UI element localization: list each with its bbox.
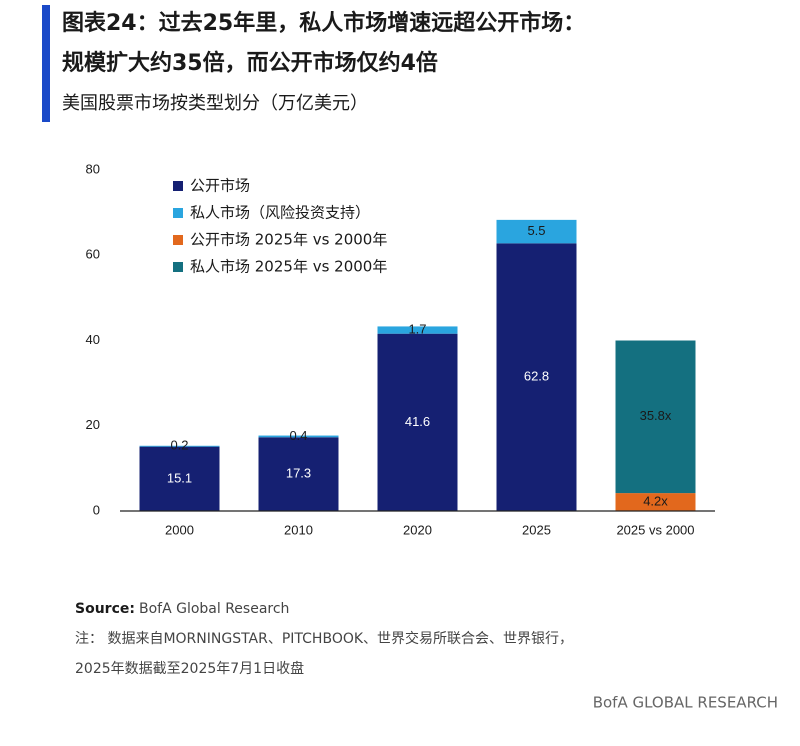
bar-segment bbox=[615, 493, 696, 511]
bar-segment bbox=[139, 445, 220, 447]
bar-segment bbox=[377, 333, 458, 511]
note: 2025年数据截至2025年7月1日收盘 bbox=[75, 660, 304, 677]
x-tick-label: 2020 bbox=[403, 522, 432, 537]
y-tick-label: 0 bbox=[93, 502, 100, 517]
bar-segment bbox=[377, 326, 458, 334]
bar-segment bbox=[258, 435, 339, 438]
source-text: BofA Global Research bbox=[139, 601, 289, 617]
x-tick-label: 2000 bbox=[165, 522, 194, 537]
bar-segment bbox=[139, 446, 220, 511]
source-label: Source: bbox=[75, 601, 135, 617]
data-label: 1.7 bbox=[408, 321, 426, 336]
y-tick-label: 60 bbox=[86, 247, 100, 262]
legend-swatch bbox=[173, 181, 183, 191]
note: 注： 数据来自MORNINGSTAR、PITCHBOOK、世界交易所联合会、世界… bbox=[75, 630, 573, 647]
legend-label: 私人市场（风险投资支持） bbox=[190, 204, 370, 222]
accent-bar bbox=[42, 5, 50, 122]
x-tick-label: 2010 bbox=[284, 522, 313, 537]
legend-label: 公开市场 2025年 vs 2000年 bbox=[190, 231, 387, 249]
data-label: 41.6 bbox=[405, 414, 430, 429]
legend-swatch bbox=[173, 235, 183, 245]
bar-segment bbox=[615, 340, 696, 494]
data-label: 4.2x bbox=[643, 493, 668, 508]
chart-title: 图表24：过去25年里，私人市场增速远超公开市场： bbox=[62, 10, 585, 36]
data-label: 35.8x bbox=[640, 408, 672, 423]
bar-segment bbox=[496, 219, 577, 244]
y-tick-label: 20 bbox=[86, 417, 100, 432]
legend-label: 公开市场 bbox=[190, 177, 250, 195]
data-label: 62.8 bbox=[524, 369, 549, 384]
data-label: 5.5 bbox=[527, 223, 545, 238]
chart-title: 规模扩大约35倍，而公开市场仅约4倍 bbox=[62, 50, 438, 76]
chart-subtitle: 美国股票市场按类型划分（万亿美元） bbox=[62, 93, 368, 114]
bar-segment bbox=[496, 243, 577, 511]
bar-segment bbox=[258, 437, 339, 511]
legend-label: 私人市场 2025年 vs 2000年 bbox=[190, 258, 387, 276]
legend-swatch bbox=[173, 262, 183, 272]
footer: BofA GLOBAL RESEARCH bbox=[593, 694, 778, 712]
x-tick-label: 2025 bbox=[522, 522, 551, 537]
data-label: 0.2 bbox=[170, 438, 188, 453]
data-label: 17.3 bbox=[286, 466, 311, 481]
legend-swatch bbox=[173, 208, 183, 218]
x-tick-label: 2025 vs 2000 bbox=[616, 522, 694, 537]
data-label: 0.4 bbox=[289, 428, 307, 443]
data-label: 15.1 bbox=[167, 470, 192, 485]
y-tick-label: 40 bbox=[86, 332, 100, 347]
y-tick-label: 80 bbox=[86, 161, 100, 176]
source: Source: BofA Global Research bbox=[75, 601, 289, 617]
